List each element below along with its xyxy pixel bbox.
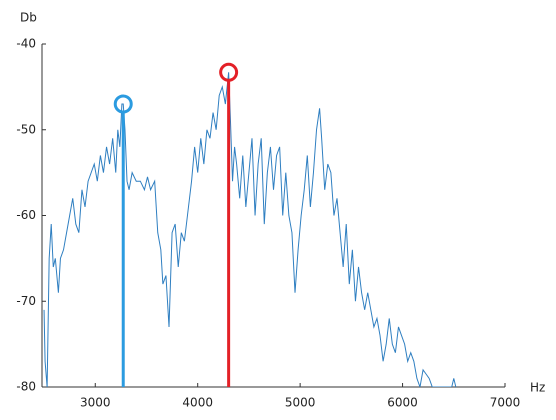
y-tick-label: -70 <box>16 294 36 308</box>
peak-marker <box>113 94 133 114</box>
x-tick-label: 6000 <box>387 396 418 410</box>
y-tick-label: -80 <box>16 380 36 394</box>
y-tick-label: -40 <box>16 37 36 51</box>
y-tick-label: -60 <box>16 208 36 222</box>
x-axis-label: Hz <box>530 381 545 395</box>
peak-marker <box>219 62 239 82</box>
spectrum-line <box>43 72 457 387</box>
x-tick-label: 7000 <box>490 396 521 410</box>
x-tick-label: 5000 <box>285 396 316 410</box>
x-tick-label: 4000 <box>182 396 213 410</box>
plot-area <box>43 72 457 387</box>
y-tick-label: -50 <box>16 122 36 136</box>
x-tick-label: 3000 <box>80 396 111 410</box>
y-axis-label: Db <box>20 11 37 25</box>
